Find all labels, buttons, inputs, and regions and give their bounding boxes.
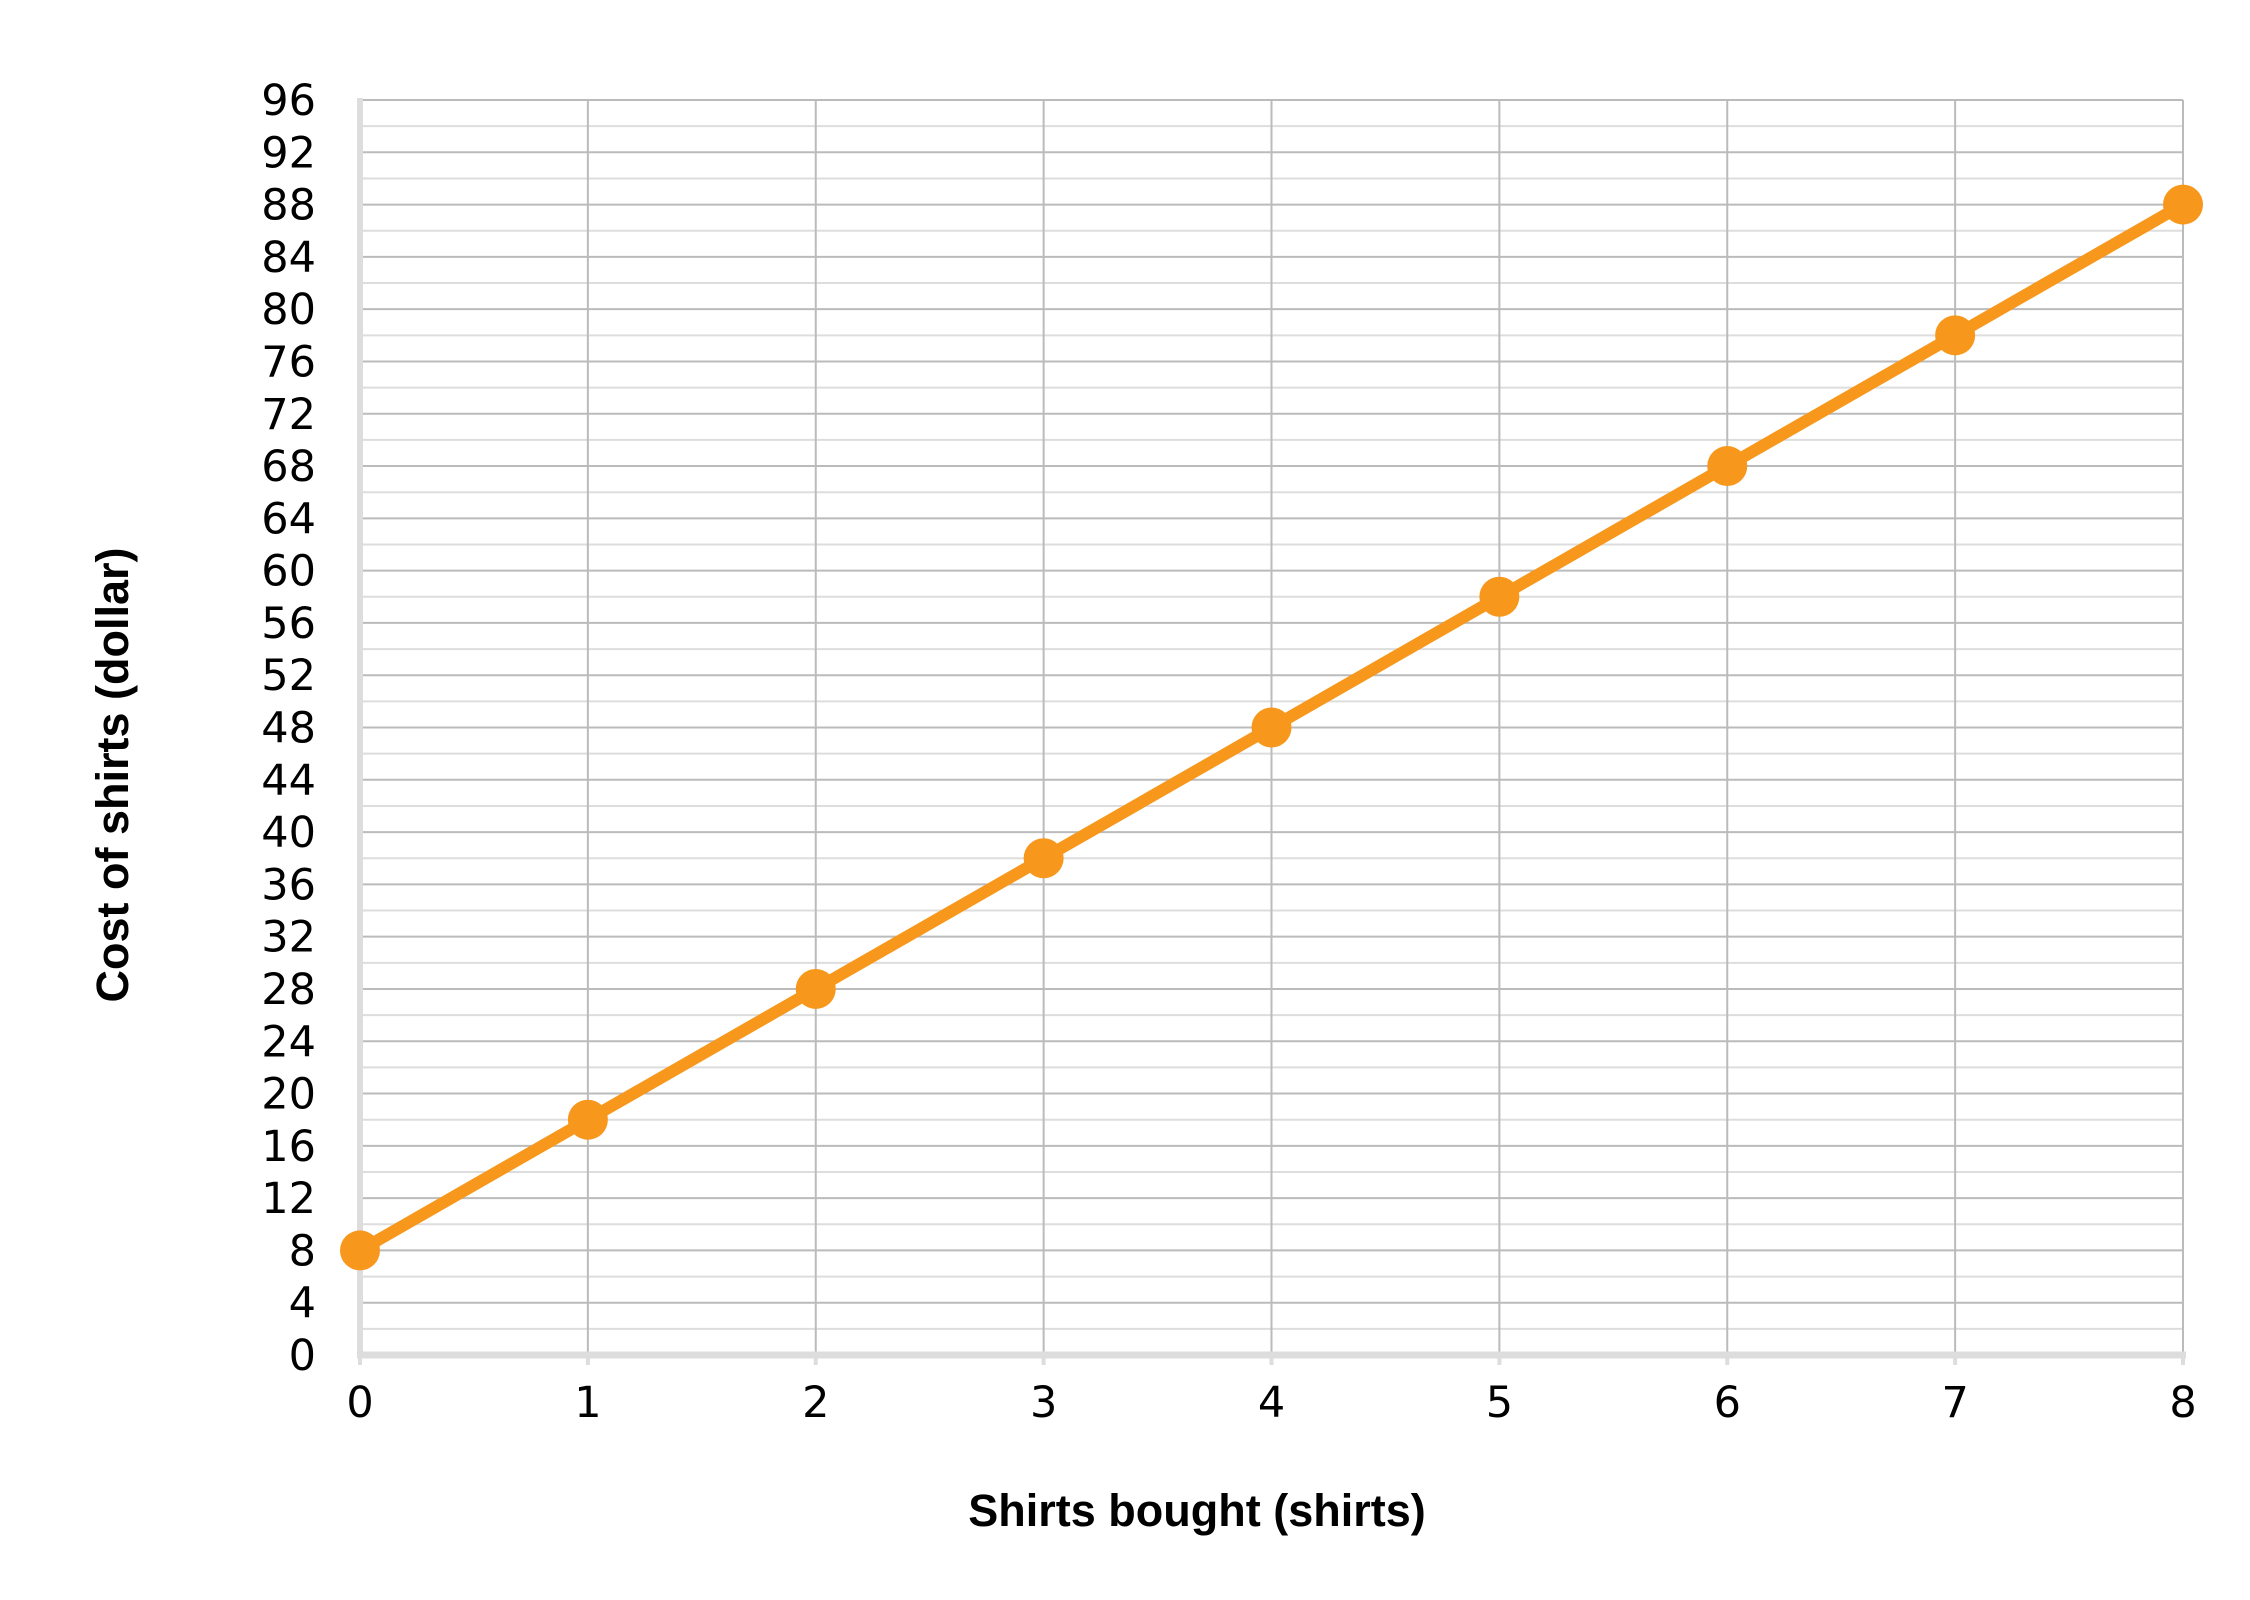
y-tick-label: 32 — [261, 913, 316, 963]
y-tick-label: 92 — [261, 128, 316, 178]
y-tick-labels: 0481216202428323640444852566064687276808… — [261, 76, 316, 1381]
y-tick-label: 40 — [261, 808, 316, 858]
y-tick-label: 56 — [261, 599, 316, 649]
x-tick-label: 8 — [2169, 1378, 2196, 1428]
data-point — [795, 968, 836, 1009]
y-tick-label: 44 — [261, 756, 316, 806]
axes — [357, 98, 2186, 1365]
y-tick-label: 68 — [261, 442, 316, 492]
x-tick-label: 5 — [1486, 1378, 1513, 1428]
x-tick-label: 3 — [1030, 1378, 1057, 1428]
x-axis-title: Shirts bought (shirts) — [968, 1485, 1425, 1536]
data-point — [1479, 576, 1520, 617]
series — [340, 184, 2203, 1271]
y-tick-label: 76 — [261, 337, 316, 387]
x-tick-label: 2 — [802, 1378, 829, 1428]
y-axis-title: Cost of shirts (dollar) — [87, 547, 138, 1002]
y-tick-label: 28 — [261, 965, 316, 1015]
y-tick-label: 88 — [261, 181, 316, 231]
y-tick-label: 80 — [261, 285, 316, 335]
x-tick-label: 1 — [574, 1378, 601, 1428]
y-tick-label: 36 — [261, 860, 316, 910]
y-tick-label: 72 — [261, 390, 316, 440]
y-tick-label: 16 — [261, 1122, 316, 1172]
data-point — [1023, 838, 1064, 879]
x-tick-label: 4 — [1258, 1378, 1285, 1428]
data-point — [2163, 184, 2203, 225]
y-tick-label: 96 — [261, 76, 316, 126]
data-point — [1707, 446, 1748, 487]
y-tick-label: 0 — [289, 1331, 316, 1381]
x-tick-label: 7 — [1941, 1378, 1968, 1428]
y-tick-label: 60 — [261, 547, 316, 597]
x-tick-label: 0 — [346, 1378, 373, 1428]
data-point — [340, 1230, 380, 1271]
y-tick-label: 8 — [289, 1226, 316, 1276]
y-tick-label: 64 — [261, 494, 316, 544]
grid — [359, 99, 2184, 1355]
x-tick-label: 6 — [1714, 1378, 1741, 1428]
y-tick-label: 12 — [261, 1174, 316, 1224]
y-tick-label: 52 — [261, 651, 316, 701]
y-tick-label: 24 — [261, 1017, 316, 1067]
y-tick-label: 4 — [289, 1279, 316, 1329]
y-tick-label: 84 — [261, 233, 316, 283]
data-point — [1251, 707, 1292, 748]
y-tick-label: 20 — [261, 1070, 316, 1120]
y-tick-label: 48 — [261, 704, 316, 754]
data-point — [1935, 315, 1976, 356]
x-tick-labels: 0 1 2 3 4 5 6 7 8 — [346, 1378, 2196, 1428]
data-point — [567, 1099, 608, 1140]
